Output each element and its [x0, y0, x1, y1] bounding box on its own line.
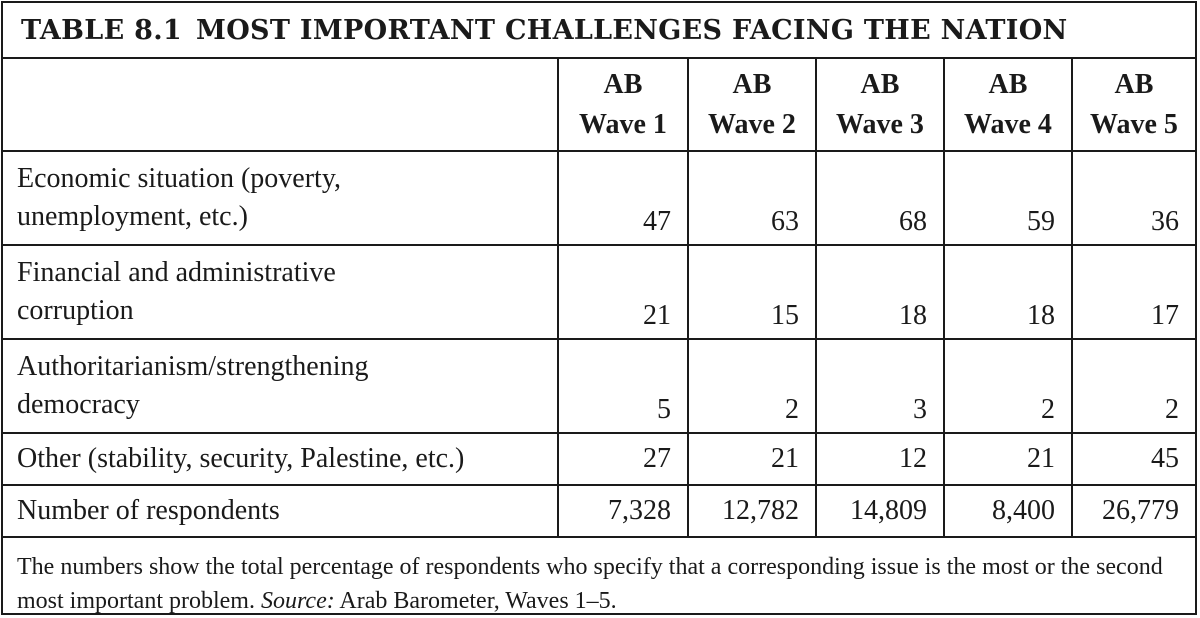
cell-value: 12 — [815, 432, 945, 486]
cell-value: 17 — [1071, 244, 1195, 340]
cell-value: 18 — [815, 244, 945, 340]
source-text: Arab Barometer, Waves 1–5. — [339, 588, 617, 614]
cell-value: 12,782 — [687, 484, 817, 538]
source-label: Source: — [260, 588, 335, 614]
cell-value: 14,809 — [815, 484, 945, 538]
row-label: Other (stability, security, Palestine, e… — [3, 432, 559, 486]
cell-value: 21 — [687, 432, 817, 486]
header-row: AB Wave 1 AB Wave 2 AB Wave 3 AB Wave 4 AB Wa… — [3, 59, 1195, 152]
table-row-authoritarianism: Authoritarianism/strengthening democracy … — [3, 338, 1195, 434]
table-row-economic: Economic situation (poverty, unemployment… — [3, 150, 1195, 246]
header-wave-2: AB Wave 2 — [687, 59, 817, 152]
cell-value: 15 — [687, 244, 817, 340]
challenges-table: AB Wave 1 AB Wave 2 AB Wave 3 AB Wave 4 AB Wa… — [3, 59, 1195, 538]
cell-value: 27 — [557, 432, 689, 486]
cell-value: 36 — [1071, 150, 1195, 246]
header-wave-3: AB Wave 3 — [815, 59, 945, 152]
row-label: Authoritarianism/strengthening democracy — [3, 338, 559, 434]
cell-value: 8,400 — [943, 484, 1073, 538]
cell-value: 3 — [815, 338, 945, 434]
row-label: Number of respondents — [3, 484, 559, 538]
table-row-corruption: Financial and administrative corruption 2… — [3, 244, 1195, 340]
cell-value: 68 — [815, 150, 945, 246]
header-wave-5: AB Wave 5 — [1071, 59, 1195, 152]
cell-value: 18 — [943, 244, 1073, 340]
table-row-other: Other (stability, security, Palestine, e… — [3, 432, 1195, 486]
cell-value: 63 — [687, 150, 817, 246]
cell-value: 5 — [557, 338, 689, 434]
cell-value: 21 — [943, 432, 1073, 486]
cell-value: 26,779 — [1071, 484, 1195, 538]
header-wave-4: AB Wave 4 — [943, 59, 1073, 152]
header-blank — [3, 59, 559, 152]
cell-value: 2 — [687, 338, 817, 434]
cell-value: 45 — [1071, 432, 1195, 486]
table-title: TABLE 8.1 MOST IMPORTANT CHALLENGES FACI… — [3, 3, 1195, 59]
cell-value: 47 — [557, 150, 689, 246]
cell-value: 7,328 — [557, 484, 689, 538]
row-label: Economic situation (poverty, unemployment… — [3, 150, 559, 246]
table-number: TABLE 8.1 — [21, 14, 183, 46]
header-wave-1: AB Wave 1 — [557, 59, 689, 152]
note-text: The numbers show the total percentage of… — [17, 554, 1163, 614]
row-label: Financial and administrative corruption — [3, 244, 559, 340]
cell-value: 59 — [943, 150, 1073, 246]
table-note: The numbers show the total percentage of… — [3, 538, 1195, 618]
cell-value: 2 — [1071, 338, 1195, 434]
cell-value: 2 — [943, 338, 1073, 434]
cell-value: 21 — [557, 244, 689, 340]
table-row-respondents: Number of respondents 7,328 12,782 14,80… — [3, 484, 1195, 538]
table-title-text: MOST IMPORTANT CHALLENGES FACING THE NAT… — [196, 14, 1068, 46]
